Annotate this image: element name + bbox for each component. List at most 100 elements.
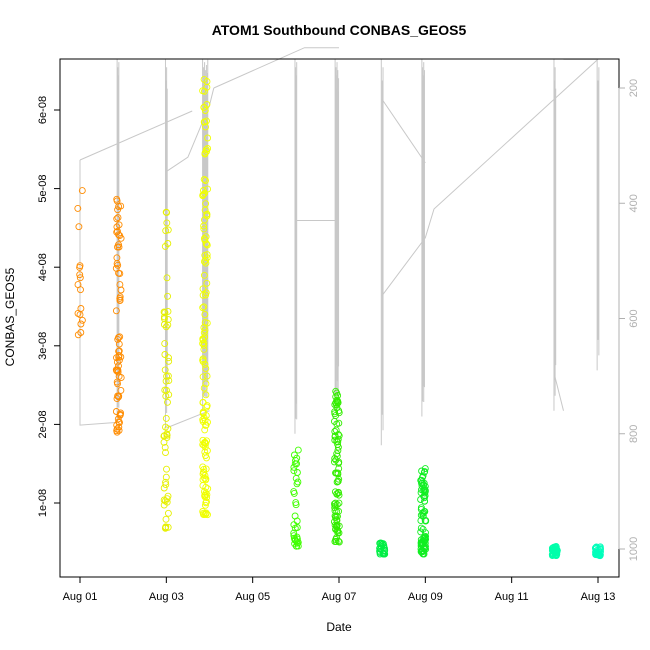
data-point — [202, 499, 210, 507]
data-point — [115, 243, 123, 251]
data-point — [76, 274, 84, 282]
data-point — [291, 524, 299, 532]
data-point — [113, 254, 121, 262]
data-point — [332, 538, 340, 545]
data-point — [292, 501, 300, 509]
data-point — [294, 446, 302, 454]
data-point — [112, 307, 120, 315]
data-point — [332, 469, 340, 477]
data-point — [164, 398, 171, 406]
x-tick-label: Aug 09 — [408, 591, 443, 603]
data-point — [334, 447, 342, 454]
data-point — [422, 535, 430, 543]
data-point — [161, 366, 169, 374]
data-point — [420, 550, 428, 558]
y-tick-label: 2e-08 — [37, 410, 49, 438]
data-point — [199, 191, 207, 199]
data-point — [162, 449, 169, 457]
data-point — [200, 235, 208, 242]
data-point — [164, 292, 172, 300]
data-point — [113, 228, 121, 236]
data-point — [117, 374, 125, 382]
data-point — [419, 512, 427, 520]
data-point — [333, 389, 341, 397]
data-point — [161, 443, 169, 451]
data-point — [113, 428, 121, 436]
data-point — [203, 241, 211, 249]
data-point — [203, 447, 211, 455]
data-point — [116, 333, 124, 341]
data-point — [594, 550, 602, 558]
x-axis-label: Date — [326, 620, 352, 634]
data-point — [200, 345, 208, 353]
data-point — [203, 319, 211, 327]
data-point — [592, 550, 600, 558]
data-point — [334, 529, 342, 537]
data-point — [202, 233, 210, 241]
data-point — [199, 470, 207, 478]
data-point — [74, 331, 82, 339]
data-point — [202, 259, 210, 267]
data-point — [113, 395, 121, 403]
data-point — [290, 451, 298, 459]
data-point — [77, 320, 85, 328]
data-point — [115, 221, 123, 229]
data-point — [332, 387, 340, 395]
data-point — [164, 523, 172, 531]
data-point — [204, 134, 212, 142]
data-point — [332, 525, 339, 533]
data-point — [74, 204, 82, 212]
data-point — [293, 480, 301, 488]
data-point — [116, 411, 124, 418]
data-point — [114, 206, 122, 214]
y2-tick-label: 800 — [628, 425, 640, 443]
data-point — [113, 215, 121, 223]
data-point — [203, 494, 211, 501]
data-point — [199, 373, 207, 381]
data-point — [200, 341, 208, 349]
data-point — [160, 484, 168, 492]
data-point — [201, 333, 209, 341]
pressure-lines — [79, 47, 600, 446]
data-point — [77, 305, 85, 312]
data-point — [331, 488, 339, 496]
data-point — [200, 118, 208, 126]
data-point — [200, 329, 208, 337]
data-point — [160, 308, 168, 316]
data-point — [113, 195, 121, 203]
data-point — [334, 438, 342, 446]
data-point — [202, 380, 210, 388]
data-point — [203, 454, 210, 462]
data-point — [162, 523, 170, 531]
data-point — [162, 481, 170, 489]
data-point — [333, 534, 340, 542]
data-point — [162, 227, 170, 235]
data-point — [115, 203, 123, 210]
data-point — [203, 251, 211, 259]
data-point — [201, 501, 209, 509]
y2-tick-label: 400 — [628, 194, 640, 212]
data-point — [293, 469, 301, 476]
x-tick-label: Aug 07 — [322, 591, 357, 603]
data-point — [199, 285, 207, 293]
y-tick-label: 1e-08 — [37, 489, 49, 517]
data-point — [293, 460, 301, 468]
data-point — [333, 516, 341, 524]
data-point — [333, 521, 341, 529]
data-point — [199, 291, 207, 299]
data-point — [115, 362, 122, 370]
pressure-connector — [554, 375, 564, 411]
data-point — [202, 146, 210, 154]
data-point — [203, 212, 211, 220]
data-point — [203, 83, 211, 91]
data-point — [160, 321, 168, 328]
data-point — [420, 508, 428, 516]
x-tick-label: Aug 13 — [581, 591, 616, 603]
data-point — [76, 271, 84, 279]
data-point — [162, 473, 170, 481]
data-point — [420, 479, 428, 487]
data-point — [113, 421, 121, 429]
data-point — [548, 552, 556, 559]
data-point — [201, 426, 209, 434]
y-tick-label: 4e-08 — [37, 253, 49, 281]
